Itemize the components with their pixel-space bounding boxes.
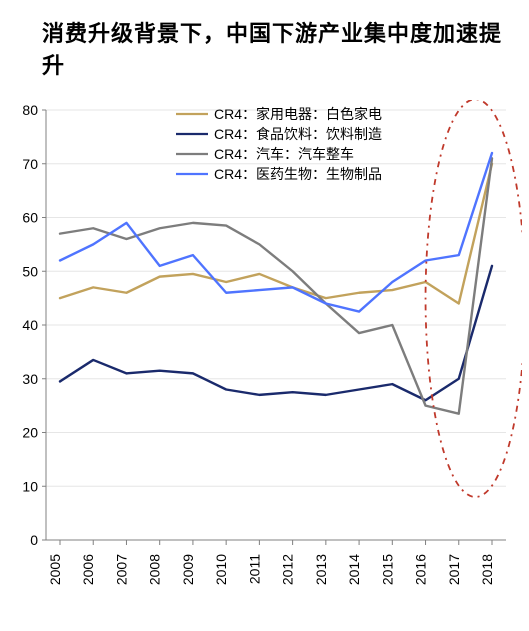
svg-text:2006: 2006: [80, 554, 96, 585]
svg-text:70: 70: [22, 156, 38, 172]
svg-text:2017: 2017: [446, 554, 462, 585]
svg-text:2012: 2012: [280, 554, 296, 585]
svg-text:2010: 2010: [213, 554, 229, 585]
svg-text:2016: 2016: [413, 554, 429, 585]
svg-text:50: 50: [22, 263, 38, 279]
svg-text:2018: 2018: [479, 554, 495, 585]
svg-text:30: 30: [22, 371, 38, 387]
svg-text:CR4：家用电器：白色家电: CR4：家用电器：白色家电: [214, 106, 382, 122]
svg-text:2013: 2013: [313, 554, 329, 585]
svg-text:2005: 2005: [47, 554, 63, 585]
line-chart: 0 10 20 30 40 50 60 70 80 2005 2006 2007 2008 2009 201…: [6, 100, 522, 625]
svg-text:2008: 2008: [147, 554, 163, 585]
svg-text:2007: 2007: [113, 554, 129, 585]
svg-text:2014: 2014: [346, 554, 362, 585]
chart-svg: 0 10 20 30 40 50 60 70 80 2005 2006 2007 2008 2009 201…: [6, 100, 522, 625]
svg-text:0: 0: [30, 532, 38, 548]
svg-text:20: 20: [22, 425, 38, 441]
svg-text:CR4：医药生物：生物制品: CR4：医药生物：生物制品: [214, 166, 382, 182]
svg-text:2015: 2015: [379, 554, 395, 585]
svg-text:CR4：食品饮料：饮料制造: CR4：食品饮料：饮料制造: [214, 126, 382, 142]
svg-text:CR4：汽车：汽车整车: CR4：汽车：汽车整车: [214, 146, 354, 162]
svg-text:2011: 2011: [246, 554, 262, 584]
svg-text:10: 10: [22, 478, 38, 494]
svg-text:80: 80: [22, 102, 38, 118]
svg-text:40: 40: [22, 317, 38, 333]
chart-title: 消费升级背景下，中国下游产业集中度加速提升: [42, 18, 502, 82]
svg-text:60: 60: [22, 210, 38, 226]
svg-text:2009: 2009: [180, 554, 196, 585]
